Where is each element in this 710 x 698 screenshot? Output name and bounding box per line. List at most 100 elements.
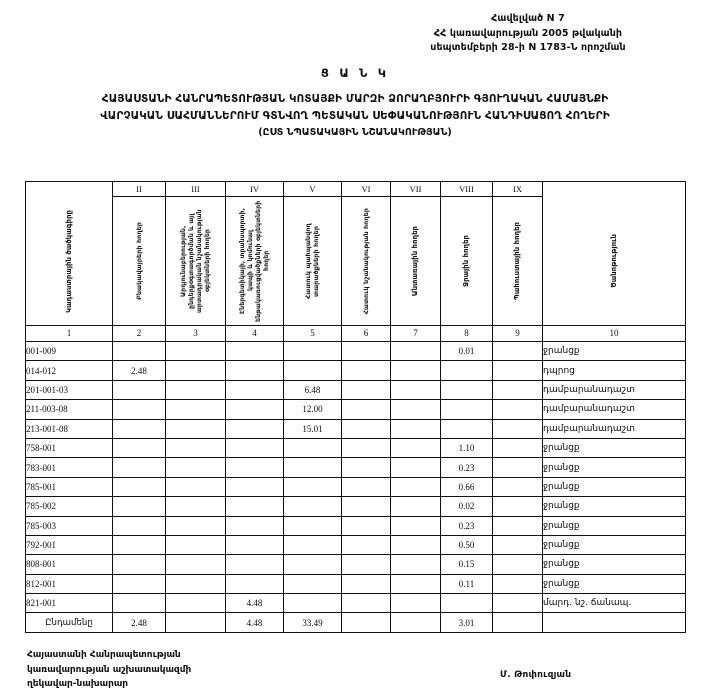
table-row: 001-009 0.01 ջրանցք bbox=[25, 340, 686, 362]
roman-cell-9: IX bbox=[492, 181, 543, 197]
value-cell-col-6 bbox=[341, 418, 391, 439]
column-header-label: Հատուկ նշանակության հողեր bbox=[361, 207, 370, 315]
column-header-settlement-lands: Բնակավայրերի հողեր bbox=[112, 196, 166, 326]
cadastral-code-cell: 758-001 bbox=[25, 437, 113, 459]
column-number-row: 1 2 3 4 5 6 7 8 9 10 bbox=[25, 325, 686, 342]
table-header-row: Կադաստրային ծածկագիրը Բնակավայրերի հողեր… bbox=[25, 196, 686, 326]
value-cell-col-4 bbox=[225, 437, 284, 459]
remark-cell bbox=[542, 612, 686, 633]
value-cell-col-9 bbox=[492, 399, 543, 420]
value-cell-col-6 bbox=[341, 534, 391, 556]
value-cell-col-8 bbox=[440, 593, 493, 614]
signatory-line-2: կառավարության աշխատակազմի bbox=[27, 664, 192, 675]
signatory-title-block: Հայաստանի Հանրապետության կառավարության ա… bbox=[27, 648, 191, 692]
table-row: 014-012 2.48 դպրոց bbox=[25, 360, 686, 381]
column-number-4: 4 bbox=[225, 325, 284, 342]
value-cell-col-8: 0.23 bbox=[440, 457, 493, 478]
value-cell-col-8: 0.66 bbox=[440, 476, 493, 498]
value-cell-col-7 bbox=[390, 360, 441, 381]
value-cell-col-6 bbox=[341, 573, 391, 595]
cadastral-code-cell: 812-001 bbox=[25, 573, 113, 595]
value-cell-col-3 bbox=[165, 379, 226, 401]
column-header-reserve-lands: Պահուստային հողեր bbox=[492, 196, 543, 326]
value-cell-col-7 bbox=[390, 554, 441, 575]
value-cell-col-4 bbox=[225, 418, 284, 439]
value-cell-col-9 bbox=[492, 379, 543, 401]
value-cell-col-2 bbox=[112, 399, 166, 420]
value-cell-col-3 bbox=[165, 515, 226, 536]
value-cell-col-9 bbox=[492, 534, 543, 556]
cadastral-code-cell: 821-001 bbox=[25, 593, 113, 614]
value-cell-col-5 bbox=[283, 476, 342, 498]
column-header-label: Հատուկ պահպանվող տարածքների հողեր bbox=[304, 223, 321, 299]
remark-cell: ջրանցք bbox=[542, 573, 686, 595]
column-header-label: Անտառային հողեր bbox=[411, 225, 420, 297]
roman-cell-8: VIII bbox=[440, 181, 493, 197]
roman-cell-7: VII bbox=[390, 181, 441, 197]
table-row: 785-002 0.02 ջրանցք bbox=[25, 496, 686, 517]
title-line-3: (ԸՍՏ ՆՊԱՏԱԿԱՅԻՆ ՆՇԱՆԱԿՈՒԹՅԱՆ) bbox=[258, 126, 452, 138]
cadastral-code-cell: 201-001-03 bbox=[25, 379, 113, 401]
value-cell-col-2 bbox=[112, 340, 166, 362]
cadastral-code-cell: 785-001 bbox=[25, 476, 113, 498]
value-cell-col-9 bbox=[492, 612, 543, 633]
value-cell-col-9 bbox=[492, 573, 543, 595]
value-cell-col-7 bbox=[390, 593, 441, 614]
value-cell-col-8 bbox=[440, 418, 493, 439]
value-cell-col-5 bbox=[283, 593, 342, 614]
value-cell-col-5: 15.01 bbox=[283, 418, 342, 439]
value-cell-col-7 bbox=[390, 437, 441, 459]
title-line-1: ՀԱՅԱՍՏԱՆԻ ՀԱՆՐԱՊԵՏՈՒԹՅԱՆ ԿՈՏԱՅՔԻ ՄԱՐԶԻ Ձ… bbox=[101, 93, 609, 105]
value-cell-col-6 bbox=[341, 457, 391, 478]
table-row: 808-001 0.15 ջրանցք bbox=[25, 554, 686, 575]
value-cell-col-2 bbox=[112, 418, 166, 439]
value-cell-col-4: 4.48 bbox=[225, 593, 284, 614]
value-cell-col-8 bbox=[440, 399, 493, 420]
roman-cell-1 bbox=[25, 181, 113, 197]
value-cell-col-5: 6.48 bbox=[283, 379, 342, 401]
value-cell-col-2 bbox=[112, 457, 166, 478]
cadastral-code-cell: 785-003 bbox=[25, 515, 113, 536]
value-cell-col-5 bbox=[283, 573, 342, 595]
value-cell-col-8: 0.11 bbox=[440, 573, 493, 595]
remark-cell: դամբարանադաշտ bbox=[542, 418, 686, 439]
column-header-remarks: Ծանոթություն bbox=[542, 196, 686, 326]
remark-cell: ջրանցք bbox=[542, 476, 686, 498]
column-number-2: 2 bbox=[112, 325, 166, 342]
value-cell-col-5: 12.00 bbox=[283, 399, 342, 420]
column-header-label: Արդյունաբերության, ընդերքօգտագործման և ա… bbox=[179, 209, 211, 313]
page-title: Ց Ա Ն Կ bbox=[320, 66, 390, 80]
value-cell-col-2 bbox=[112, 496, 166, 517]
value-cell-col-4 bbox=[225, 476, 284, 498]
document-reference-block: Հավելված N 7 ՀՀ կառավարության 2005 թվակա… bbox=[358, 12, 698, 56]
value-cell-col-6 bbox=[341, 554, 391, 575]
value-cell-col-7 bbox=[390, 340, 441, 362]
roman-cell-2: II bbox=[112, 181, 166, 197]
value-cell-col-6 bbox=[341, 612, 391, 633]
value-cell-col-2: 2.48 bbox=[112, 612, 166, 633]
value-cell-col-3 bbox=[165, 612, 226, 633]
value-cell-col-8: 0.01 bbox=[440, 340, 493, 362]
value-cell-col-3 bbox=[165, 457, 226, 478]
value-cell-col-2 bbox=[112, 515, 166, 536]
value-cell-col-6 bbox=[341, 340, 391, 362]
remark-cell: ջրանցք bbox=[542, 457, 686, 478]
value-cell-col-2 bbox=[112, 593, 166, 614]
value-cell-col-5 bbox=[283, 496, 342, 517]
value-cell-col-8: 0.02 bbox=[440, 496, 493, 517]
column-number-6: 6 bbox=[341, 325, 391, 342]
value-cell-col-3 bbox=[165, 437, 226, 459]
value-cell-col-3 bbox=[165, 573, 226, 595]
roman-cell-4: IV bbox=[225, 181, 284, 197]
column-number-3: 3 bbox=[165, 325, 226, 342]
cadastral-code-cell: 785-002 bbox=[25, 496, 113, 517]
value-cell-col-9 bbox=[492, 515, 543, 536]
table-row: 785-001 0.66 ջրանցք bbox=[25, 476, 686, 498]
table-row: 785-003 0.23 ջրանցք bbox=[25, 515, 686, 536]
value-cell-col-8: 3.01 bbox=[440, 612, 493, 633]
value-cell-col-6 bbox=[341, 360, 391, 381]
remark-cell: ջրանցք bbox=[542, 515, 686, 536]
remark-cell: ջրանցք bbox=[542, 496, 686, 517]
column-header-energy-transport-lands: Էներգետիկայի, տրանսպորտի, կապի և կոմունա… bbox=[225, 196, 284, 326]
value-cell-col-4 bbox=[225, 360, 284, 381]
